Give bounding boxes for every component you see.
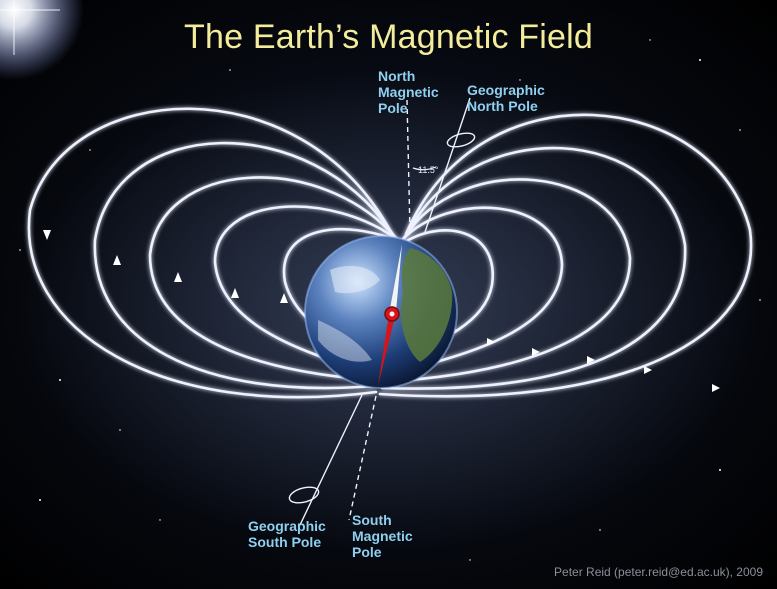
field-line bbox=[378, 113, 753, 398]
page-title: The Earth’s Magnetic Field bbox=[184, 18, 593, 56]
field-arrow bbox=[113, 255, 121, 265]
field-arrow bbox=[487, 338, 495, 346]
field-line bbox=[384, 206, 564, 376]
field-line bbox=[148, 176, 398, 382]
south-magnetic-axis bbox=[348, 395, 377, 521]
field-line bbox=[382, 178, 632, 384]
field-arrow bbox=[174, 272, 182, 282]
field-line bbox=[380, 146, 687, 390]
field-line bbox=[93, 141, 396, 390]
field-arrow bbox=[43, 230, 51, 240]
rotation-ring-north bbox=[446, 132, 476, 148]
rotation-ring-south bbox=[288, 486, 320, 504]
field-arrow bbox=[280, 293, 288, 303]
starfield bbox=[19, 39, 761, 561]
field-arrow bbox=[231, 288, 239, 298]
image-credit: Peter Reid (peter.reid@ed.ac.uk), 2009 bbox=[554, 565, 763, 579]
continent-americas bbox=[400, 248, 453, 362]
geographic-north-axis bbox=[412, 97, 476, 233]
geographic-north-pole-label: Geographic North Pole bbox=[467, 82, 545, 114]
south-magnetic-pole-label: South Magnetic Pole bbox=[352, 512, 413, 560]
field-arrow bbox=[644, 366, 652, 374]
tilt-angle-label: 11.5° bbox=[418, 165, 439, 175]
north-magnetic-pole-label: North Magnetic Pole bbox=[378, 68, 439, 116]
field-arrow bbox=[532, 348, 540, 356]
field-arrow bbox=[712, 384, 720, 392]
geographic-south-pole-label: Geographic South Pole bbox=[248, 518, 326, 550]
field-arrow bbox=[587, 356, 595, 364]
compass-needle bbox=[378, 244, 402, 386]
geographic-south-axis bbox=[288, 394, 363, 526]
field-line bbox=[27, 107, 394, 399]
field-lines bbox=[27, 107, 753, 399]
compass-needle-north bbox=[389, 244, 402, 314]
sun-glow bbox=[0, 0, 84, 80]
north-magnetic-axis bbox=[406, 99, 411, 233]
tilt-arc bbox=[412, 166, 437, 171]
cloud-band bbox=[330, 265, 380, 294]
compass-needle-south bbox=[378, 312, 396, 386]
cloud-band bbox=[318, 320, 372, 362]
field-line bbox=[213, 205, 400, 374]
earth-globe bbox=[304, 235, 458, 389]
